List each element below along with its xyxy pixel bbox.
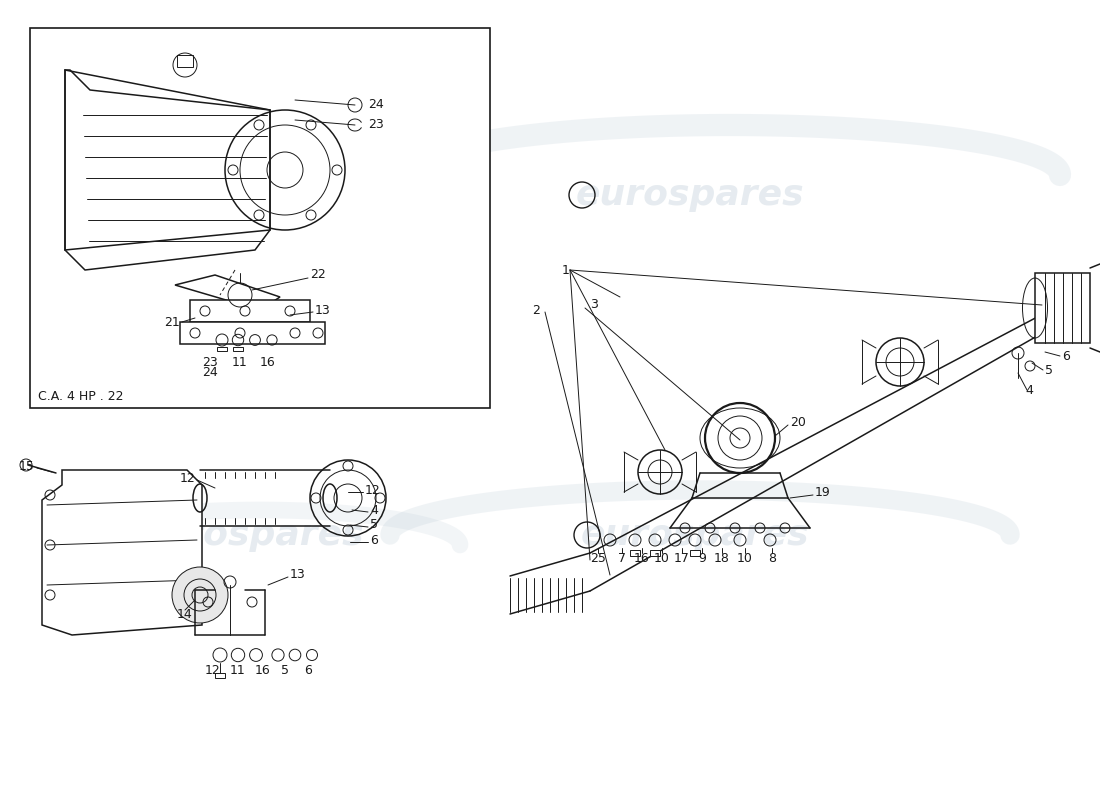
Text: 15: 15 bbox=[19, 461, 35, 474]
Polygon shape bbox=[175, 275, 280, 310]
Text: 25: 25 bbox=[590, 551, 606, 565]
Text: 16: 16 bbox=[260, 355, 276, 369]
Text: 11: 11 bbox=[232, 355, 248, 369]
Bar bbox=[650, 550, 660, 556]
Text: 10: 10 bbox=[654, 551, 670, 565]
Text: 9: 9 bbox=[698, 551, 706, 565]
Bar bbox=[690, 550, 700, 556]
Text: 24: 24 bbox=[202, 366, 218, 378]
Text: 10: 10 bbox=[737, 551, 752, 565]
Text: 12: 12 bbox=[365, 483, 381, 497]
Bar bbox=[177, 55, 192, 67]
Bar bbox=[30, 28, 489, 408]
Text: 13: 13 bbox=[290, 569, 306, 582]
Text: eurospares: eurospares bbox=[581, 518, 810, 552]
Text: 5: 5 bbox=[1045, 363, 1053, 377]
Text: 7: 7 bbox=[618, 551, 626, 565]
Bar bbox=[217, 347, 227, 351]
Text: 3: 3 bbox=[590, 298, 598, 311]
Text: 16: 16 bbox=[634, 551, 650, 565]
Text: 6: 6 bbox=[304, 663, 312, 677]
Text: 5: 5 bbox=[280, 663, 289, 677]
Polygon shape bbox=[65, 70, 270, 270]
Text: 4: 4 bbox=[1025, 383, 1033, 397]
Text: 12: 12 bbox=[205, 663, 221, 677]
Text: 23: 23 bbox=[202, 355, 218, 369]
Text: 13: 13 bbox=[315, 303, 331, 317]
Bar bbox=[233, 347, 243, 351]
Text: eurospares: eurospares bbox=[575, 178, 804, 212]
Text: eurospares: eurospares bbox=[135, 183, 364, 217]
Text: C.A. 4 HP . 22: C.A. 4 HP . 22 bbox=[39, 390, 123, 402]
Text: 4: 4 bbox=[370, 503, 378, 517]
Text: 24: 24 bbox=[368, 98, 384, 111]
Text: 11: 11 bbox=[230, 663, 246, 677]
Text: 5: 5 bbox=[370, 518, 378, 531]
Text: 12: 12 bbox=[179, 471, 195, 485]
Text: eurospares: eurospares bbox=[135, 518, 364, 552]
Text: 18: 18 bbox=[714, 551, 730, 565]
Bar bbox=[180, 322, 324, 344]
Text: 22: 22 bbox=[310, 269, 326, 282]
Text: 23: 23 bbox=[368, 118, 384, 131]
Bar bbox=[1035, 273, 1090, 343]
Text: 20: 20 bbox=[790, 417, 806, 430]
Text: 1: 1 bbox=[562, 263, 570, 277]
Text: 6: 6 bbox=[370, 534, 378, 546]
Text: 16: 16 bbox=[255, 663, 271, 677]
Polygon shape bbox=[42, 470, 202, 635]
Text: 8: 8 bbox=[768, 551, 776, 565]
Circle shape bbox=[172, 567, 228, 623]
Text: 14: 14 bbox=[177, 609, 192, 622]
Text: 6: 6 bbox=[1062, 350, 1070, 362]
Bar bbox=[214, 673, 225, 678]
Bar bbox=[630, 550, 640, 556]
Bar bbox=[190, 300, 310, 322]
Text: 2: 2 bbox=[532, 303, 540, 317]
Text: 19: 19 bbox=[815, 486, 830, 499]
Text: 21: 21 bbox=[164, 315, 180, 329]
Text: 17: 17 bbox=[674, 551, 690, 565]
